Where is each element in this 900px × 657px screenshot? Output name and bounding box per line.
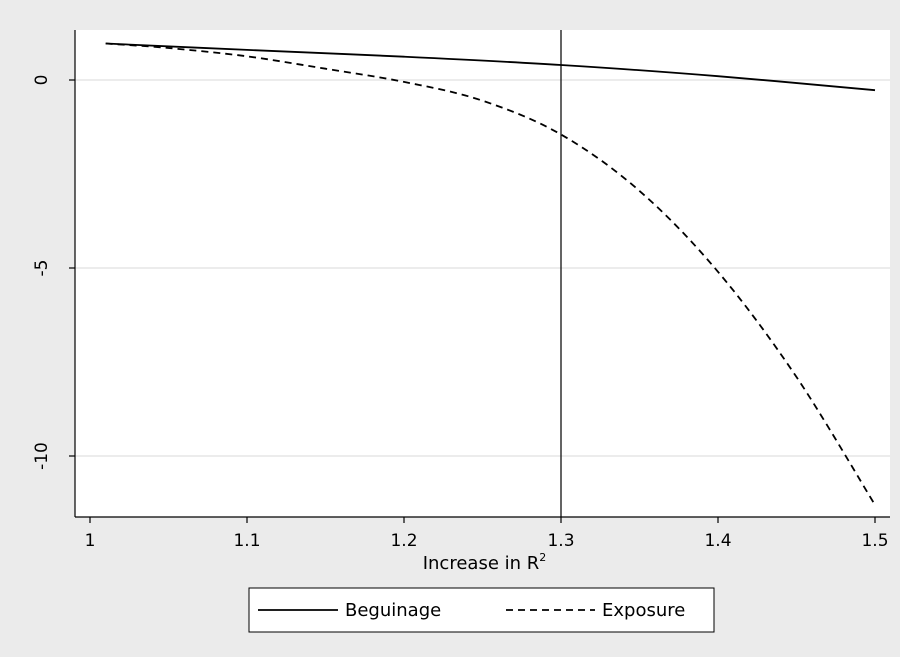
x-axis-ticks: 1 1.1 1.2 1.3 1.4 1.5	[85, 517, 889, 551]
x-tick-label: 1.2	[390, 531, 417, 551]
x-axis-title-main: Increase in R	[423, 553, 540, 574]
x-tick-label: 1.3	[547, 531, 574, 551]
legend: Beguinage Exposure	[248, 587, 715, 633]
y-tick-label: 0	[32, 75, 52, 86]
series-lines	[105, 42, 876, 506]
series-line-beguinage	[105, 42, 876, 92]
x-tick-label: 1.4	[704, 531, 731, 551]
legend-label-exposure: Exposure	[602, 600, 685, 621]
y-axis-ticks: 0 -5 -10	[32, 75, 75, 470]
y-tick-label: -5	[32, 260, 52, 277]
axes	[74, 30, 890, 518]
legend-label-beguinage: Beguinage	[345, 600, 441, 621]
x-tick-label: 1.1	[233, 531, 260, 551]
x-axis-title: Increase in R2	[423, 551, 547, 574]
x-tick-label: 1	[85, 531, 96, 551]
y-tick-label: -10	[32, 442, 52, 470]
x-tick-label: 1.5	[861, 531, 888, 551]
x-axis-title-superscript: 2	[539, 551, 546, 564]
plot-area	[75, 30, 890, 517]
series-line-exposure	[105, 42, 876, 506]
